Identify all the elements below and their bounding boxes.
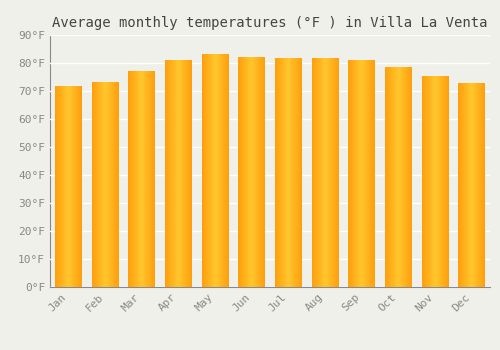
Bar [55, 87, 82, 287]
Bar [202, 55, 228, 287]
Bar [275, 59, 301, 287]
Bar [458, 84, 485, 287]
Bar [348, 60, 375, 287]
Bar [422, 77, 448, 287]
Bar [128, 71, 155, 287]
Bar [312, 59, 338, 287]
Bar [238, 57, 265, 287]
Bar [92, 83, 118, 287]
Bar [385, 67, 411, 287]
Bar [165, 60, 192, 287]
Title: Average monthly temperatures (°F ) in Villa La Venta: Average monthly temperatures (°F ) in Vi… [52, 16, 488, 30]
